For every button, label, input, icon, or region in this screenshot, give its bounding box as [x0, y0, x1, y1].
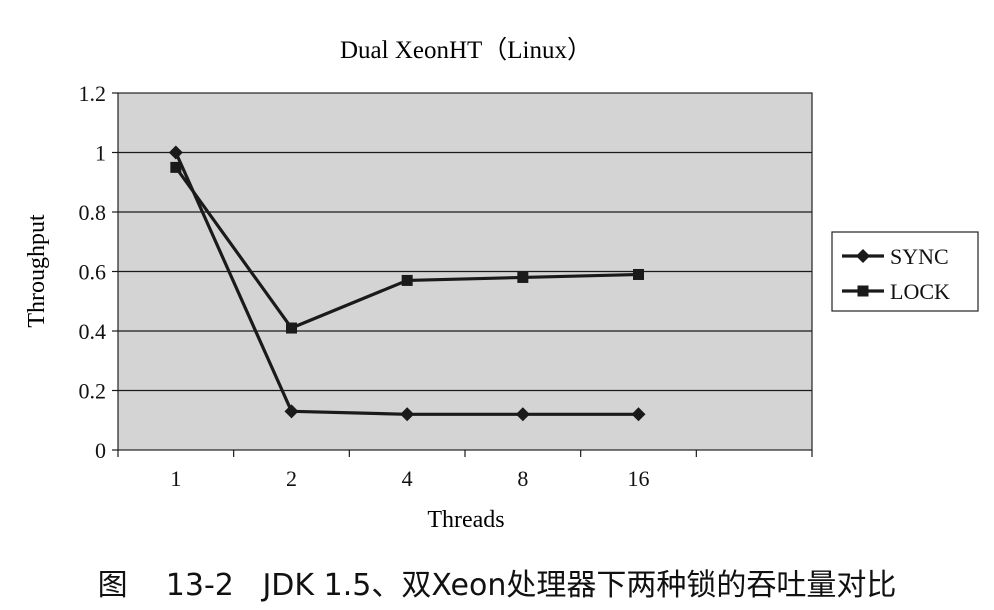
x-tick-label: 2 — [286, 466, 297, 491]
y-tick-label: 0.4 — [79, 319, 107, 344]
chart-title: Dual XeonHT（Linux） — [340, 36, 592, 64]
data-point-lock — [286, 322, 297, 334]
y-tick-label: 0 — [95, 438, 106, 463]
legend-marker-sync — [856, 249, 870, 263]
figure-caption: 图 13-2 JDK 1.5、双Xeon处理器下两种锁的吞吐量对比 — [97, 568, 897, 603]
throughput-chart: Dual XeonHT（Linux） 0 0.2 0.4 0.6 0.8 1 1.2 1 2 4 8… — [24, 36, 979, 533]
series-lines — [168, 145, 646, 422]
axes: 0 0.2 0.4 0.6 0.8 1 1.2 1 2 4 8 16 — [79, 81, 813, 491]
data-point-sync — [400, 407, 415, 422]
y-tick-label: 0.2 — [79, 379, 107, 404]
data-point-lock — [170, 161, 182, 173]
x-tick-label: 1 — [170, 466, 181, 491]
data-point-sync — [168, 145, 183, 160]
legend-marker-lock — [857, 285, 869, 297]
data-point-lock — [401, 274, 413, 286]
data-point-lock — [517, 271, 529, 283]
y-tick-label: 0.8 — [79, 200, 107, 225]
y-axis-label: Throughput — [24, 214, 50, 328]
data-point-sync — [515, 407, 530, 422]
gridlines — [118, 151, 812, 392]
data-point-sync — [631, 407, 646, 422]
y-tick-label: 1.2 — [79, 81, 107, 106]
legend: SYNC LOCK — [831, 231, 979, 312]
x-axis-label: Threads — [427, 507, 504, 533]
x-tick-label: 4 — [402, 466, 413, 491]
y-tick-label: 0.6 — [79, 260, 107, 285]
legend-label-sync: SYNC — [890, 244, 949, 269]
legend-label-lock: LOCK — [890, 279, 950, 304]
data-point-sync — [284, 404, 299, 419]
x-tick-label: 16 — [628, 466, 650, 491]
data-point-lock — [633, 268, 644, 280]
x-tick-label: 8 — [517, 466, 528, 491]
y-tick-label: 1 — [95, 141, 106, 166]
legend-box — [831, 231, 979, 312]
